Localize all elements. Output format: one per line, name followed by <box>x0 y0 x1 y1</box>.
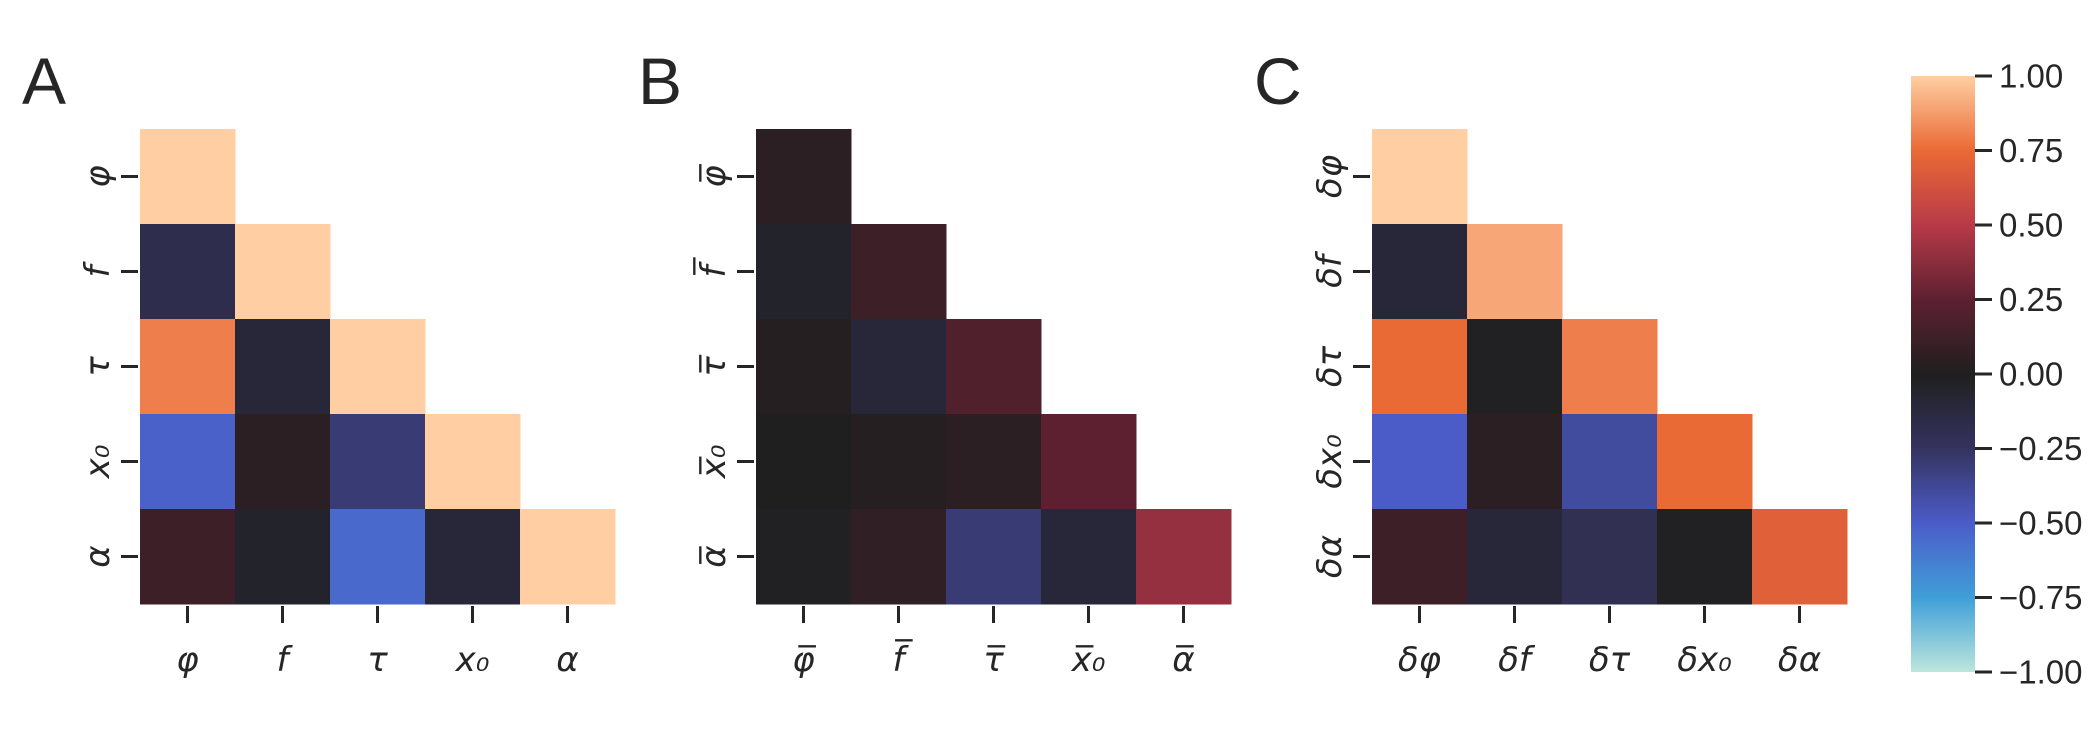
heatmap-cell <box>235 509 331 605</box>
heatmap-cell <box>1657 509 1753 605</box>
heatmap-cell <box>140 319 236 415</box>
colorbar-tick-label: 0.50 <box>1999 207 2063 244</box>
x-tick-label: τ̅ <box>983 640 1006 680</box>
y-tick-label: δx₀ <box>1310 434 1350 489</box>
x-tick-label: x₀ <box>455 640 490 680</box>
y-tick-label: f̅ <box>693 257 734 278</box>
y-tick-label: δφ <box>1310 154 1350 198</box>
panel-letter: B <box>638 44 682 118</box>
y-tick-label: φ <box>78 165 118 188</box>
heatmap-cell <box>1562 509 1658 605</box>
colorbar-tick-label: −0.25 <box>1999 430 2083 467</box>
x-tick-label: x̅₀ <box>1071 640 1106 680</box>
heatmap-cell <box>140 414 236 510</box>
y-tick-label: x₀ <box>78 444 118 479</box>
heatmap-cell <box>1041 509 1137 605</box>
x-tick-label: δf <box>1498 640 1536 680</box>
heatmap-cell <box>520 509 616 605</box>
panel-letter: A <box>22 44 66 118</box>
y-tick-label: x̅₀ <box>694 444 734 479</box>
heatmap-cell <box>851 319 947 415</box>
y-tick-label: α <box>78 545 118 567</box>
heatmap-cell <box>140 129 236 225</box>
heatmap-cell <box>1372 414 1468 510</box>
colorbar-tick-label: −0.75 <box>1999 579 2083 616</box>
heatmap-cell <box>1372 319 1468 415</box>
colorbar-tick-label: −1.00 <box>1999 654 2083 691</box>
heatmap-cell <box>235 414 331 510</box>
x-tick-label: δα <box>1778 640 1821 680</box>
heatmap-cell <box>946 319 1042 415</box>
y-tick-label: δα <box>1310 535 1350 578</box>
heatmap-cell <box>1752 509 1848 605</box>
heatmap-cell <box>756 414 852 510</box>
heatmap-cell <box>1657 414 1753 510</box>
colorbar-tick-label: 0.00 <box>1999 356 2063 393</box>
heatmap-cell <box>946 414 1042 510</box>
heatmap-cell <box>425 414 521 510</box>
colorbar-tick-label: 0.25 <box>1999 281 2063 318</box>
heatmap-cell <box>1562 414 1658 510</box>
y-tick-label: τ <box>78 356 118 377</box>
heatmap-cell <box>235 319 331 415</box>
y-tick-label: φ̅ <box>694 163 734 187</box>
colorbar-tick-label: 1.00 <box>1999 58 2063 95</box>
heatmap-cell <box>756 129 852 225</box>
heatmap-cell <box>1372 224 1468 320</box>
heatmap-cell <box>1136 509 1232 605</box>
y-tick-label: δτ <box>1310 345 1350 387</box>
heatmap-cell <box>235 224 331 320</box>
x-tick-label: f <box>277 640 294 680</box>
x-tick-label: δx₀ <box>1677 640 1732 680</box>
x-tick-label: δφ <box>1398 640 1442 680</box>
x-tick-label: α̅ <box>1172 640 1194 680</box>
y-tick-label: δf <box>1310 250 1350 288</box>
heatmap-cell <box>851 414 947 510</box>
heatmap-cell <box>330 414 426 510</box>
heatmap-cell <box>140 509 236 605</box>
heatmap-cell <box>851 224 947 320</box>
heatmap-cell <box>1372 509 1468 605</box>
heatmap-cell <box>140 224 236 320</box>
panel-letter: C <box>1254 44 1302 118</box>
y-tick-label: α̅ <box>694 545 734 567</box>
heatmap-panel-a: Aφ f τ x₀ α φ f τ x₀ α <box>22 44 616 680</box>
heatmap-cell <box>1467 224 1563 320</box>
heatmap-panel-c: Cδφ δf δτ δx₀ δα δφ δf δτ δx₀ δα <box>1254 44 1848 680</box>
y-tick-label: f <box>78 260 118 277</box>
heatmap-panel-b: Bφ̅ f̅ τ̅ x̅₀ α̅ φ̅ f̅ τ̅ x̅₀ α̅ <box>638 44 1232 680</box>
heatmap-cell <box>756 509 852 605</box>
heatmap-cell <box>425 509 521 605</box>
colorbar-gradient <box>1911 76 1975 672</box>
x-tick-label: τ <box>367 640 388 680</box>
colorbar-tick-label: 0.75 <box>1999 132 2063 169</box>
colorbar: 1.00 0.75 0.50 0.25 0.00 −0.25 −0.50 −0.75 −1.00 <box>1911 58 2083 691</box>
x-tick-label: φ̅ <box>792 640 816 680</box>
heatmap-cell <box>1467 509 1563 605</box>
heatmap-cell <box>1041 414 1137 510</box>
x-tick-label: f̅ <box>893 639 914 680</box>
heatmap-cell <box>1562 319 1658 415</box>
heatmap-cell <box>1372 129 1468 225</box>
y-tick-label: τ̅ <box>694 354 734 377</box>
x-tick-label: δτ <box>1589 640 1631 680</box>
heatmap-cell <box>330 319 426 415</box>
heatmap-cell <box>330 509 426 605</box>
x-tick-label: φ <box>176 640 199 680</box>
heatmap-cell <box>1467 414 1563 510</box>
heatmap-cell <box>851 509 947 605</box>
x-tick-label: α <box>556 640 578 680</box>
heatmap-cell <box>756 319 852 415</box>
heatmap-cell <box>756 224 852 320</box>
heatmap-cell <box>946 509 1042 605</box>
colorbar-tick-label: −0.50 <box>1999 505 2083 542</box>
heatmap-cell <box>1467 319 1563 415</box>
